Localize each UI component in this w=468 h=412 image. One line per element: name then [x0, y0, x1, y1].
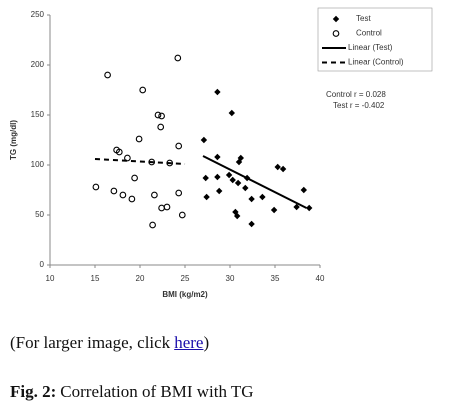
annotation: Test r = -0.402	[333, 101, 385, 110]
chart: BMI (kg/m2) TG (mg/dl) Control r = 0.028…	[9, 7, 433, 299]
caption: Fig. 2: Correlation of BMI with TG	[10, 382, 254, 402]
x-tick-label: 40	[316, 274, 325, 283]
point	[214, 153, 221, 161]
point	[175, 142, 183, 150]
point	[104, 71, 111, 79]
point	[175, 189, 183, 197]
point	[234, 179, 242, 187]
annotation: Control r = 0.028	[326, 90, 386, 99]
point	[202, 174, 209, 182]
point	[270, 206, 278, 214]
point	[293, 203, 300, 211]
point	[214, 88, 221, 96]
x-tick-label: 20	[136, 274, 145, 283]
legend-label: Test	[356, 14, 371, 23]
y-tick-label: 150	[31, 110, 45, 119]
point	[279, 165, 287, 173]
y-tick-label: 100	[31, 160, 45, 169]
point	[225, 171, 233, 179]
point	[242, 184, 249, 192]
link[interactable]: here	[174, 333, 204, 352]
point	[274, 163, 281, 171]
point	[234, 212, 241, 220]
legend-label: Control	[356, 29, 382, 38]
point	[214, 173, 221, 181]
point	[174, 54, 182, 62]
point	[128, 195, 136, 203]
x-tick-label: 30	[226, 274, 235, 283]
point	[229, 176, 236, 184]
caption-text: Correlation of BMI with TG	[60, 382, 254, 401]
point	[248, 220, 255, 228]
legend-key	[332, 15, 340, 23]
y-tick-label: 250	[31, 10, 45, 19]
point	[216, 187, 223, 195]
point	[139, 86, 147, 94]
link-line: (For larger image, click here)	[10, 333, 209, 353]
point	[200, 136, 208, 144]
x-axis-label: BMI (kg/m2)	[162, 290, 208, 299]
point	[149, 221, 156, 229]
point	[92, 183, 100, 191]
point	[148, 158, 156, 166]
point	[158, 112, 165, 120]
point	[151, 191, 158, 199]
point	[110, 187, 118, 195]
legend-box	[317, 7, 433, 72]
point	[300, 186, 307, 194]
y-tick-label: 50	[35, 210, 44, 219]
point	[235, 158, 243, 166]
point	[259, 193, 266, 201]
legend-label: Linear (Test)	[348, 43, 393, 52]
x-tick-label: 15	[91, 274, 100, 283]
point	[157, 123, 165, 131]
x-tick-label: 25	[181, 274, 190, 283]
point	[154, 111, 162, 119]
point	[119, 191, 127, 199]
point	[131, 174, 138, 182]
trend-line	[94, 158, 186, 165]
point	[163, 203, 171, 211]
point	[228, 109, 235, 117]
point	[178, 211, 186, 219]
point	[158, 204, 165, 212]
y-tick-label: 0	[40, 260, 45, 269]
point	[248, 195, 255, 203]
y-tick-label: 200	[31, 60, 45, 69]
point	[232, 208, 239, 216]
legend-label: Linear (Control)	[348, 58, 404, 67]
point	[115, 148, 123, 156]
x-tick-label: 35	[271, 274, 280, 283]
trend-line	[202, 155, 307, 209]
text: )	[203, 333, 210, 352]
point	[124, 154, 131, 162]
x-tick-label: 10	[46, 274, 55, 283]
point	[135, 135, 143, 143]
point	[306, 204, 313, 212]
point	[203, 193, 210, 201]
figure-label: Fig. 2:	[10, 382, 57, 401]
text: (For larger image, click	[10, 333, 171, 352]
legend-key	[332, 30, 340, 37]
y-axis-label: TG (mg/dl)	[9, 120, 18, 160]
